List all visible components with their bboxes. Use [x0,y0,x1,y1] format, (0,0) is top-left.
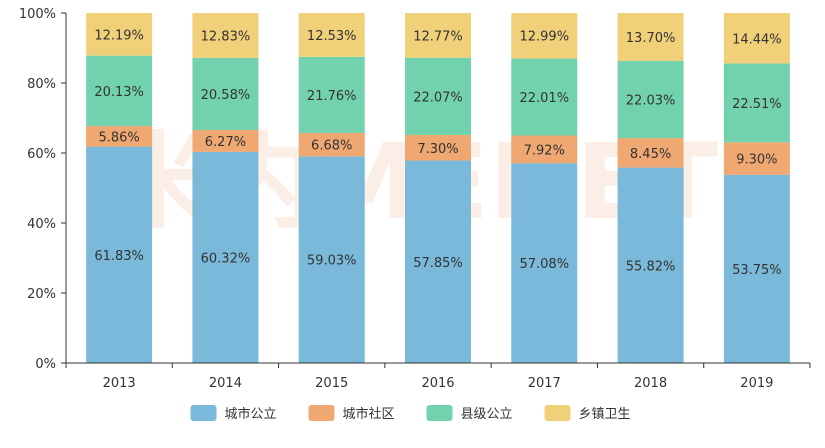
segment-label: 6.68% [311,139,352,154]
x-tick-label: 2015 [315,376,348,391]
bar-segment-2017-3[interactable] [511,13,578,59]
segment-label: 20.58% [201,88,251,103]
y-tick-label: 100% [19,7,56,22]
axes-layer: 0% 20% 40% 60% 80% 100% 2013 2014 2015 2016 2017 20… [19,7,811,391]
y-tick-label: 20% [27,287,56,302]
legend-swatch [426,405,453,421]
x-tick-label: 2017 [528,376,561,391]
segment-label: 9.30% [736,153,777,168]
bar-segment-2018-0[interactable] [617,167,684,363]
bar-segment-2015-3[interactable] [298,13,365,57]
legend-swatch [544,405,571,421]
bar-segment-2013-3[interactable] [86,12,153,56]
bar-segment-2018-3[interactable] [617,13,684,61]
bars-layer [86,12,790,363]
bar-segment-2013-2[interactable] [86,55,153,127]
legend-item-3[interactable]: 乡镇卫生 [544,405,631,422]
bar-segment-2015-2[interactable] [298,56,365,134]
x-tick-label: 2013 [103,376,136,391]
segment-label: 20.13% [94,85,144,100]
bar-segment-2019-3[interactable] [723,13,790,64]
bar-segment-2019-0[interactable] [723,174,790,363]
segment-label: 22.51% [732,97,782,112]
segment-label: 59.03% [307,254,357,269]
segment-label: 14.44% [732,32,782,47]
legend-label: 县级公立 [461,407,513,422]
segment-label: 57.08% [519,257,569,272]
segment-labels-layer: 61.83% 5.86% 20.13% 12.19% 60.32% 6.27% 20.58%… [94,28,781,278]
bar-segment-2017-1[interactable] [511,135,578,164]
segment-label: 12.99% [519,30,569,45]
segment-label: 7.30% [417,142,458,157]
x-tick-label: 2018 [634,376,667,391]
bar-segment-2014-1[interactable] [192,129,259,152]
legend[interactable]: 城市公立 城市社区 县级公立 乡镇卫生 [190,405,631,422]
x-tick-label: 2014 [209,376,242,391]
bar-segment-2017-0[interactable] [511,163,578,363]
segment-label: 61.83% [94,249,144,264]
bar-segment-2018-2[interactable] [617,60,684,139]
segment-label: 7.92% [524,143,565,158]
segment-label: 5.86% [98,130,139,145]
bar-segment-2013-1[interactable] [86,126,153,147]
legend-label: 城市社区 [343,406,395,422]
x-tick-label: 2019 [740,376,773,391]
segment-label: 57.85% [413,256,463,271]
bar-segment-2016-0[interactable] [405,160,471,363]
x-tick-label: 2016 [421,376,454,391]
legend-swatch [308,405,335,421]
y-tick-label: 0% [35,357,56,372]
bar-segment-2016-2[interactable] [405,57,471,135]
legend-item-1[interactable]: 城市社区 [308,405,395,422]
segment-label: 53.75% [732,263,782,278]
y-tick-label: 40% [27,217,56,232]
bar-segment-2015-1[interactable] [298,133,365,157]
segment-label: 21.76% [307,89,357,104]
bar-segment-2014-2[interactable] [192,57,259,130]
segment-label: 60.32% [201,251,251,266]
legend-label: 城市公立 [225,406,277,422]
bar-segment-2014-3[interactable] [192,13,259,58]
segment-label: 12.53% [307,29,357,44]
legend-item-2[interactable]: 县级公立 [426,405,513,422]
bar-segment-2015-0[interactable] [298,156,365,363]
bar-segment-2016-1[interactable] [405,134,471,161]
segment-label: 8.45% [630,147,671,162]
bar-segment-2013-0[interactable] [86,146,153,363]
bar-segment-2018-1[interactable] [617,138,684,168]
legend-swatch [190,405,217,421]
bar-segment-2019-1[interactable] [723,142,790,175]
segment-label: 22.07% [413,90,463,105]
segment-label: 22.01% [519,91,569,106]
segment-label: 22.03% [626,94,676,109]
legend-label: 乡镇卫生 [579,407,631,422]
legend-item-0[interactable]: 城市公立 [190,405,277,422]
y-tick-label: 60% [27,147,56,162]
bar-segment-2016-3[interactable] [405,13,471,58]
segment-label: 13.70% [626,31,676,46]
bar-segment-2017-2[interactable] [511,58,578,136]
segment-label: 12.19% [94,28,144,43]
segment-label: 12.83% [201,29,251,44]
bar-segment-2019-2[interactable] [723,63,790,143]
segment-label: 12.77% [413,29,463,44]
y-tick-label: 80% [27,77,56,92]
bar-segment-2014-0[interactable] [192,151,259,363]
segment-label: 6.27% [205,135,246,150]
segment-label: 55.82% [626,259,676,274]
